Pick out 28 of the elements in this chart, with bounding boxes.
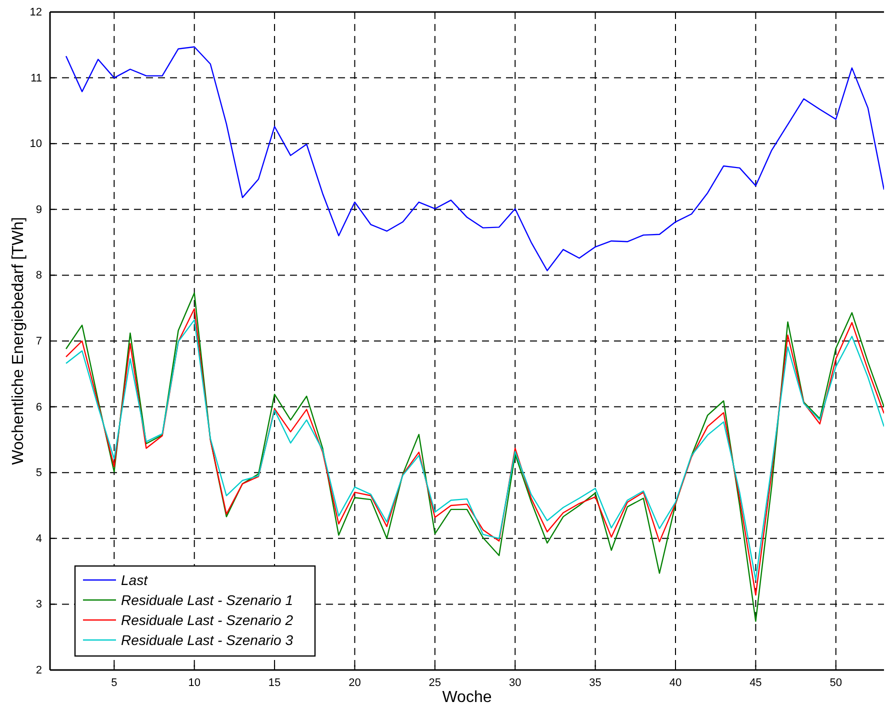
y-tick-label: 10 — [30, 138, 42, 150]
y-tick-label: 4 — [36, 532, 42, 545]
y-axis-title: Wochentliche Energiebedarf [TWh] — [10, 217, 27, 465]
x-tick-label: 40 — [669, 676, 682, 689]
x-tick-label: 50 — [830, 676, 842, 689]
x-tick-label: 10 — [188, 676, 200, 689]
y-tick-label: 7 — [36, 336, 42, 348]
y-tick-label: 2 — [36, 664, 42, 677]
line-series — [65, 46, 884, 272]
y-tick-label: 11 — [30, 72, 42, 84]
x-tick-label: 15 — [268, 676, 281, 689]
y-tick-label: 6 — [36, 401, 42, 414]
legend-label: Residuale Last - Szenario 1 — [121, 592, 293, 608]
y-tick-label: 3 — [36, 598, 42, 611]
legend-label: Residuale Last - Szenario 2 — [121, 612, 294, 628]
y-tick-label: 9 — [36, 204, 42, 216]
legend-label: Residuale Last - Szenario 3 — [121, 632, 294, 648]
y-tick-label: 12 — [30, 6, 42, 19]
x-tick-label: 45 — [750, 676, 762, 689]
x-axis-title: Woche — [442, 689, 492, 706]
x-tick-label: 25 — [428, 676, 442, 689]
x-tick-label: 20 — [348, 676, 361, 689]
x-tick-label: 30 — [508, 676, 522, 689]
x-tick-label: 5 — [111, 676, 118, 689]
legend-label: Last — [121, 572, 149, 588]
x-tick-label: 35 — [589, 676, 602, 689]
y-tick-label: 5 — [36, 467, 42, 480]
y-tick-label: 8 — [36, 270, 42, 282]
